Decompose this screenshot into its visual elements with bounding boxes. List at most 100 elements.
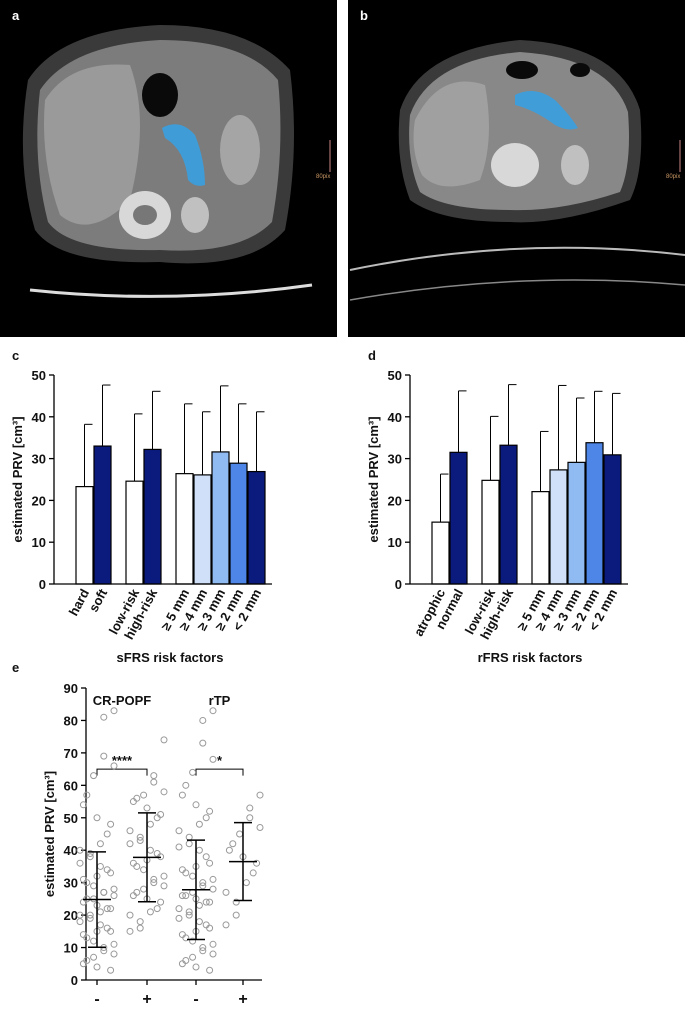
data-point — [150, 875, 158, 883]
bar — [567, 461, 586, 585]
data-point — [160, 788, 168, 796]
data-point — [232, 898, 240, 906]
y-tick-label: 50 — [388, 368, 402, 383]
data-point — [160, 882, 168, 890]
data-point — [195, 918, 203, 926]
data-point — [96, 840, 104, 848]
data-point — [222, 888, 230, 896]
data-point — [246, 804, 254, 812]
y-tick-label: 20 — [388, 493, 402, 508]
data-point — [107, 869, 115, 877]
data-point — [209, 940, 217, 948]
data-point — [153, 814, 161, 822]
data-point — [236, 830, 244, 838]
y-tick-label: 0 — [39, 577, 46, 592]
data-point — [182, 869, 190, 877]
data-point — [83, 879, 91, 887]
data-point — [107, 966, 115, 974]
data-point — [202, 853, 210, 861]
data-point — [175, 843, 183, 851]
x-tick-label: - — [193, 991, 198, 1007]
data-point — [160, 872, 168, 880]
data-point — [185, 908, 193, 916]
bar — [549, 469, 568, 585]
y-tick-label: 40 — [32, 410, 46, 425]
data-point — [202, 898, 210, 906]
y-tick-label: 70 — [64, 746, 78, 761]
group-title: CR-POPF — [93, 693, 152, 708]
data-point — [146, 846, 154, 854]
bar — [431, 521, 450, 585]
data-point — [206, 924, 214, 932]
y-tick-label: 50 — [64, 811, 78, 826]
data-point — [96, 908, 104, 916]
bar — [247, 470, 266, 585]
data-point — [100, 713, 108, 721]
data-point — [90, 953, 98, 961]
data-point — [206, 898, 214, 906]
x-tick-label: + — [142, 991, 151, 1007]
data-point — [100, 752, 108, 760]
y-tick-label: 10 — [64, 941, 78, 956]
data-point — [189, 768, 197, 776]
scale-label: 80pix — [316, 174, 330, 180]
data-point — [185, 911, 193, 919]
data-point — [178, 791, 186, 799]
data-point — [126, 827, 134, 835]
bar — [75, 486, 94, 585]
panel-label: c — [12, 348, 19, 363]
data-point — [129, 892, 137, 900]
data-point — [253, 859, 261, 867]
y-tick-label: 20 — [32, 493, 46, 508]
data-point — [199, 947, 207, 955]
y-tick-label: 40 — [64, 843, 78, 858]
data-point — [76, 918, 84, 926]
data-point — [232, 911, 240, 919]
ct-image-a: a 80pix — [0, 0, 337, 337]
data-point — [157, 898, 165, 906]
data-point — [175, 827, 183, 835]
data-point — [249, 869, 257, 877]
y-tick-label: 0 — [395, 577, 402, 592]
significance-bracket — [96, 768, 148, 776]
data-point — [199, 882, 207, 890]
x-axis-label: sFRS risk factors — [117, 650, 224, 665]
y-tick-label: 80 — [64, 713, 78, 728]
data-point — [175, 905, 183, 913]
data-point — [146, 820, 154, 828]
data-point — [175, 914, 183, 922]
data-point — [182, 892, 190, 900]
data-point — [126, 927, 134, 935]
significance-label: **** — [112, 753, 133, 768]
y-tick-label: 30 — [32, 452, 46, 467]
data-point — [86, 849, 94, 857]
data-point — [110, 892, 118, 900]
data-point — [126, 840, 134, 848]
data-point — [110, 940, 118, 948]
data-point — [199, 716, 207, 724]
data-point — [83, 934, 91, 942]
y-tick-label: 10 — [32, 535, 46, 550]
group-title: rTP — [209, 693, 231, 708]
y-tick-label: 50 — [32, 368, 46, 383]
data-point — [107, 927, 115, 935]
y-tick-label: 90 — [64, 681, 78, 696]
data-point — [160, 736, 168, 744]
y-tick-label: 0 — [71, 973, 78, 988]
ct-image-b: b 80pix — [348, 0, 685, 337]
x-tick-label: soft — [86, 586, 111, 615]
data-point — [136, 924, 144, 932]
data-point — [93, 814, 101, 822]
data-point — [100, 888, 108, 896]
bar — [499, 444, 518, 585]
data-point — [199, 944, 207, 952]
panel-label: d — [368, 348, 376, 363]
data-point — [192, 801, 200, 809]
data-point — [136, 918, 144, 926]
data-point — [199, 739, 207, 747]
data-point — [126, 911, 134, 919]
data-point — [222, 921, 230, 929]
data-point — [150, 772, 158, 780]
data-point — [140, 885, 148, 893]
data-point — [185, 833, 193, 841]
